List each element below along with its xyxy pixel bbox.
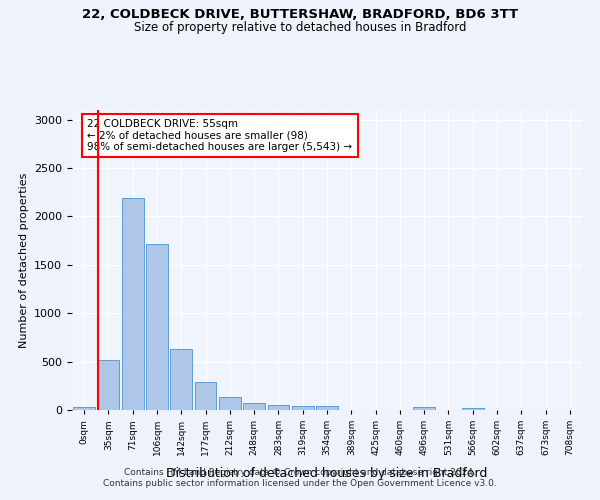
Text: 22, COLDBECK DRIVE, BUTTERSHAW, BRADFORD, BD6 3TT: 22, COLDBECK DRIVE, BUTTERSHAW, BRADFORD… [82, 8, 518, 20]
Bar [170, 349, 192, 410]
Bar [462, 408, 484, 410]
X-axis label: Distribution of detached houses by size in Bradford: Distribution of detached houses by size … [166, 466, 488, 479]
Bar [219, 398, 241, 410]
Text: Contains HM Land Registry data © Crown copyright and database right 2024.
Contai: Contains HM Land Registry data © Crown c… [103, 468, 497, 487]
Bar [73, 407, 95, 410]
Text: Size of property relative to detached houses in Bradford: Size of property relative to detached ho… [134, 21, 466, 34]
Bar [194, 382, 217, 410]
Bar [292, 406, 314, 410]
Bar [243, 402, 265, 410]
Bar [146, 244, 168, 410]
Bar [268, 405, 289, 410]
Text: 22 COLDBECK DRIVE: 55sqm
← 2% of detached houses are smaller (98)
98% of semi-de: 22 COLDBECK DRIVE: 55sqm ← 2% of detache… [88, 119, 352, 152]
Bar [413, 407, 435, 410]
Bar [316, 406, 338, 410]
Y-axis label: Number of detached properties: Number of detached properties [19, 172, 29, 348]
Bar [97, 360, 119, 410]
Bar [122, 198, 143, 410]
